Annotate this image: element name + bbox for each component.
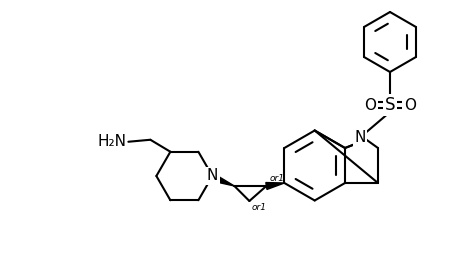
Text: O: O	[364, 98, 376, 113]
Text: N: N	[354, 131, 365, 146]
Text: S: S	[385, 96, 395, 114]
Text: H₂N: H₂N	[98, 134, 126, 149]
Text: N: N	[207, 169, 218, 184]
Polygon shape	[266, 183, 284, 189]
Text: or1: or1	[251, 203, 267, 212]
Text: O: O	[404, 98, 416, 113]
Polygon shape	[213, 175, 234, 186]
Text: or1: or1	[269, 174, 284, 183]
